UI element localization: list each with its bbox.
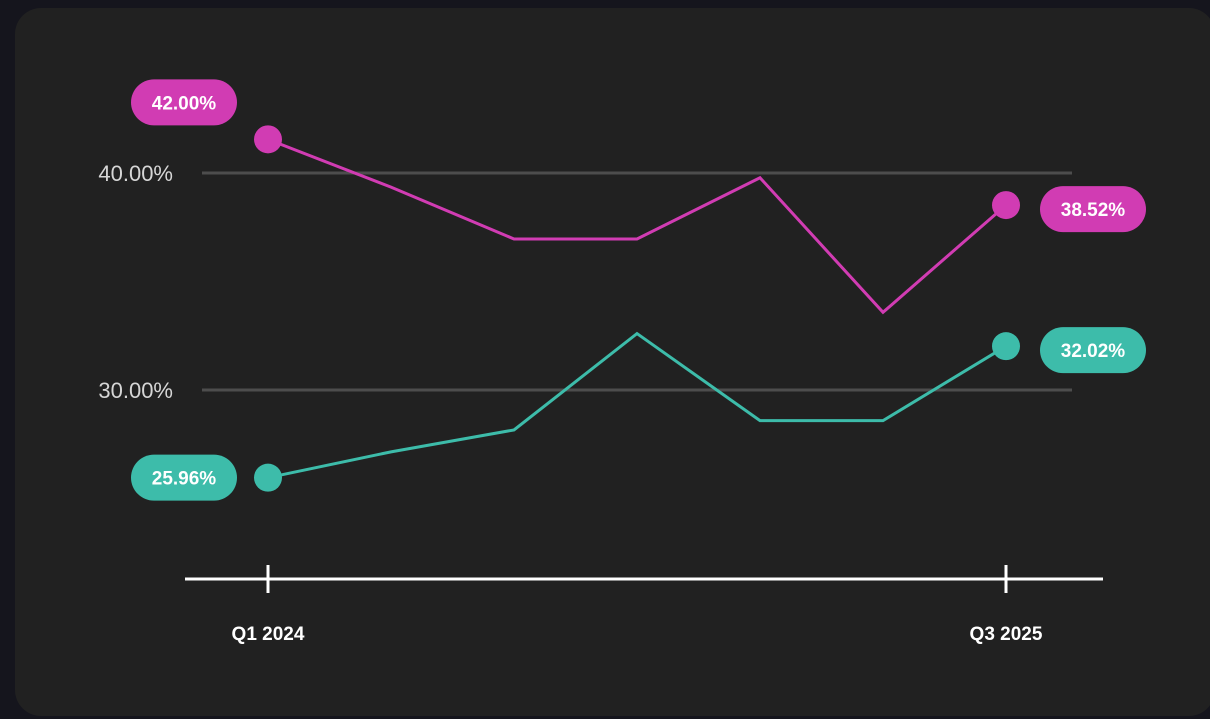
data-label: 38.52% (1061, 200, 1126, 221)
data-label-background (1040, 186, 1146, 233)
y-axis-ticks: 30.00% 40.00% (98, 161, 173, 403)
data-label-pill: 25.96% (131, 454, 237, 501)
x-axis: Q1 2024 Q3 2025 (185, 565, 1103, 645)
data-label-background (131, 454, 237, 501)
x-tick-label: Q1 2024 (232, 624, 305, 645)
data-label-background (131, 79, 237, 126)
data-label-pill: 38.52% (1040, 186, 1146, 233)
x-tick-label: Q3 2025 (970, 624, 1043, 645)
series-end-point (992, 332, 1020, 361)
data-label-pill: 32.02% (1040, 327, 1146, 374)
series-start-point (254, 125, 282, 154)
y-tick-label: 30.00% (98, 378, 173, 403)
chart-card (15, 8, 1210, 716)
series-line (267, 137, 1007, 315)
gridlines (202, 171, 1072, 392)
data-label: 25.96% (152, 469, 217, 490)
data-label-background (1040, 327, 1146, 374)
y-tick-label: 40.00% (98, 161, 173, 186)
data-label: 42.00% (152, 93, 217, 114)
series-end-point (992, 191, 1020, 220)
data-label-pill: 42.00% (131, 79, 237, 126)
series-line (267, 331, 1007, 480)
series-start-point (254, 463, 282, 492)
series-layer (254, 125, 1020, 492)
data-label: 32.02% (1061, 341, 1126, 362)
endpoint-labels: 42.00% 38.52% 25.96% 32.02% (131, 79, 1146, 501)
